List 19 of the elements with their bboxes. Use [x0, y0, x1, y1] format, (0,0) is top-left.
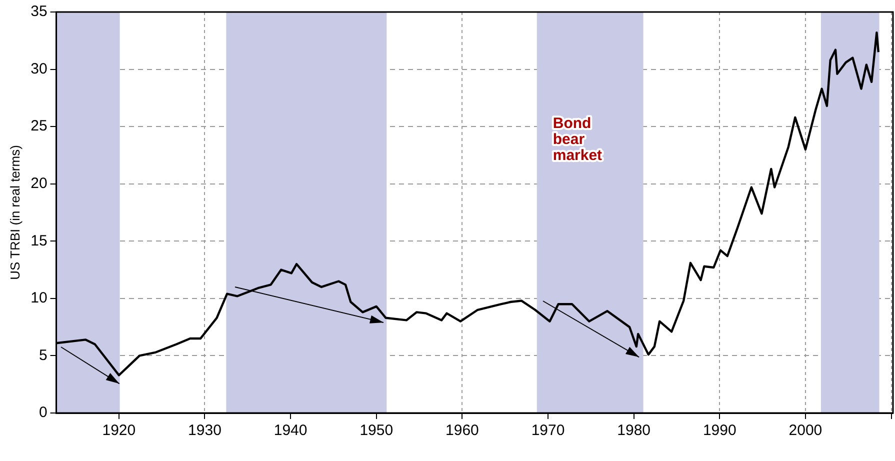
x-tick-label: 1930 [188, 422, 222, 440]
y-tick-label: 10 [30, 290, 48, 307]
x-tick-label: 1940 [274, 422, 308, 440]
y-tick-label: 30 [30, 60, 48, 78]
x-tick-label: 1950 [360, 422, 394, 440]
y-tick-label: 15 [30, 232, 48, 250]
x-tick-label: 2000 [788, 422, 822, 440]
x-tick-label: 1990 [702, 422, 736, 440]
y-axis-title: US TRBI (in real terms) [7, 145, 22, 280]
y-tick-label: 5 [38, 346, 48, 364]
x-tick-label: 1920 [102, 422, 136, 440]
y-tick-label: 25 [30, 118, 48, 135]
y-tick-label: 0 [38, 404, 48, 422]
y-tick-label: 35 [30, 3, 48, 20]
x-tick-label: 1970 [531, 422, 565, 440]
x-tick-label: 1960 [446, 422, 479, 440]
band-label: Bond bear market [552, 114, 602, 164]
x-tick-label: 1980 [617, 422, 651, 440]
y-tick-label: 20 [30, 175, 48, 192]
